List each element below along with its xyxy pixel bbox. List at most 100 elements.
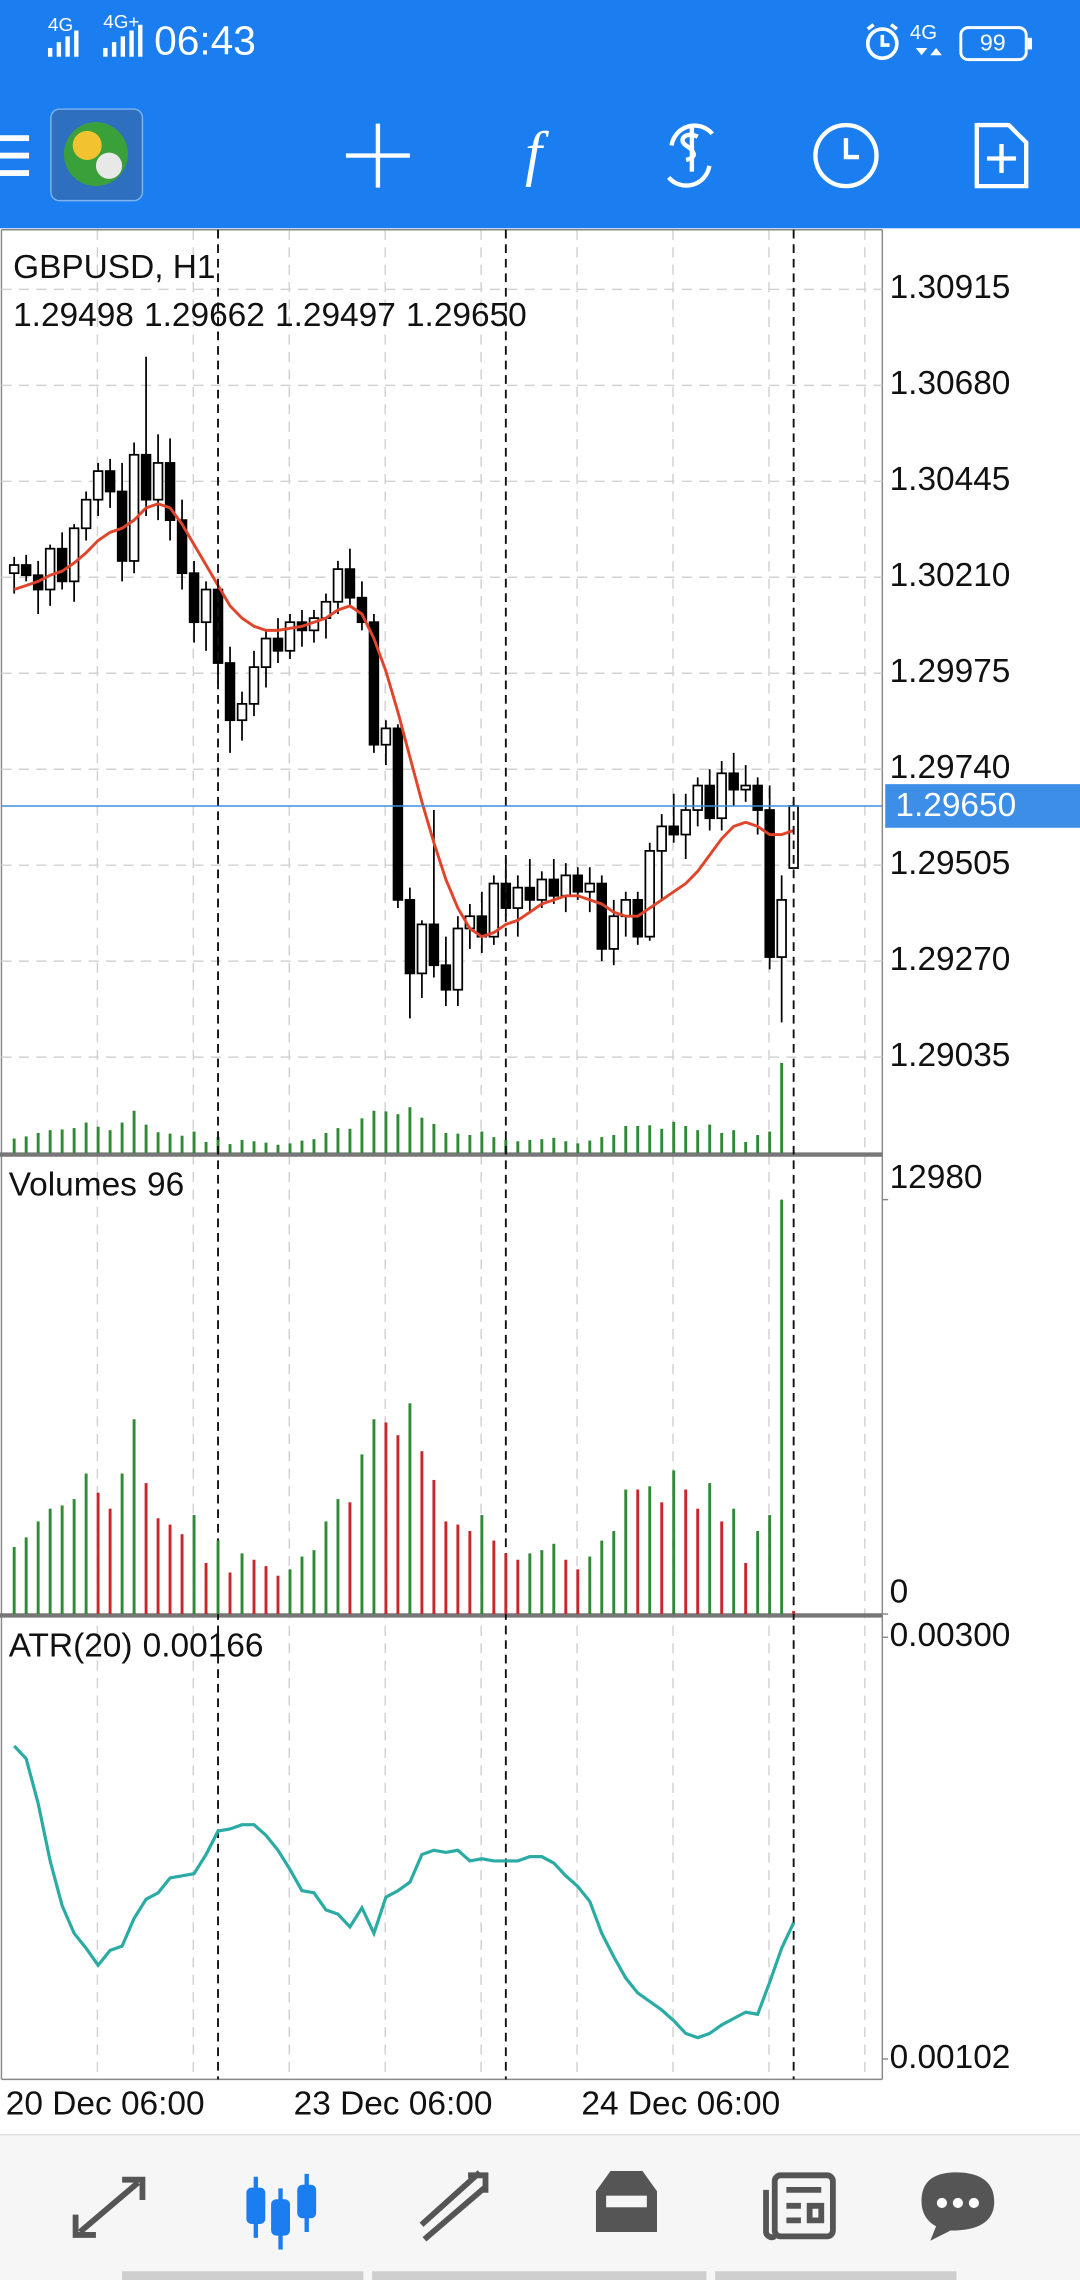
volume-bar: [540, 1550, 544, 1615]
trade-button[interactable]: [666, 123, 714, 188]
volume-overlay-bar: [156, 1132, 160, 1154]
signal-icon: [47, 30, 79, 57]
plot: 1.30915 1.30680 1.30445 1.30210 1.29975 1.297…: [1, 229, 1080, 2122]
volume-overlay-bar: [552, 1137, 556, 1154]
volume-bar: [708, 1483, 712, 1615]
trade-tab[interactable]: [419, 2170, 489, 2242]
y-tick-label: 0.00102: [890, 2039, 1011, 2076]
chat-tab[interactable]: [921, 2172, 995, 2241]
volume-bar: [648, 1486, 652, 1615]
candle-body: [440, 964, 452, 991]
volume-overlay-bar: [444, 1132, 448, 1154]
candle-body: [344, 568, 356, 599]
candle-body: [524, 886, 536, 901]
candle-body: [164, 462, 176, 521]
volume-overlay-bar: [480, 1131, 484, 1154]
candle-body: [716, 772, 727, 820]
candle-body: [680, 809, 691, 836]
volume-overlay-bar: [372, 1110, 376, 1154]
volume-overlay-bar: [48, 1130, 52, 1154]
candle-body: [128, 453, 140, 562]
volume-overlay-bar: [600, 1137, 604, 1154]
volume-overlay-bar: [624, 1125, 628, 1154]
volume-bar: [24, 1537, 28, 1615]
app-logo[interactable]: [50, 108, 144, 202]
network-type: 4G: [910, 22, 937, 44]
y-tick-label: 1.30445: [890, 461, 1011, 498]
volume-bar: [696, 1508, 700, 1615]
volume-overlay-bar: [300, 1140, 304, 1154]
timeframe-button[interactable]: [813, 122, 879, 189]
volume-bar: [360, 1454, 364, 1615]
volume-bar: [264, 1566, 268, 1615]
volume-bar: [228, 1572, 232, 1615]
y-tick-label: 1.29035: [890, 1037, 1011, 1074]
candle-body: [512, 886, 524, 909]
volume-bar: [588, 1556, 592, 1615]
volume-bar: [660, 1502, 664, 1615]
menu-button[interactable]: [0, 135, 30, 176]
candle-body: [452, 927, 464, 991]
candle-body: [368, 621, 380, 746]
volume-bar: [240, 1553, 244, 1615]
candle-body: [572, 874, 584, 893]
current-price-label: 1.29650: [895, 787, 1016, 824]
network-type: 4G: [48, 15, 73, 36]
volume-overlay-bar: [240, 1139, 244, 1154]
volume-bar: [120, 1473, 124, 1615]
candle-body: [416, 923, 428, 975]
network-type: 4G+: [103, 12, 139, 33]
candle-body: [224, 662, 236, 722]
clock: 06:43: [154, 17, 256, 63]
chart-frame: [0, 229, 884, 2081]
y-tick-label: 0.00300: [890, 1617, 1011, 1654]
y-tick-label: 1.29975: [890, 653, 1011, 690]
volume-overlay-bar: [72, 1128, 76, 1154]
volume-overlay-bar: [492, 1137, 496, 1154]
volume-overlay-bar: [432, 1123, 436, 1154]
volume-bar: [312, 1550, 316, 1615]
volume-bar: [732, 1508, 736, 1615]
candle-body: [20, 564, 32, 577]
news-tab[interactable]: [763, 2172, 836, 2241]
volume-bar: [600, 1540, 604, 1615]
history-tab[interactable]: [595, 2170, 658, 2233]
volume-overlay-bar: [720, 1132, 724, 1154]
candle-body: [500, 882, 512, 909]
volume-bar: [504, 1553, 508, 1615]
candle-body: [104, 470, 116, 493]
volume-overlay-bar: [384, 1111, 388, 1154]
volume-overlay-bar: [60, 1129, 64, 1154]
volume-overlay-bar: [288, 1143, 292, 1154]
candle-body: [548, 878, 560, 897]
candle-body: [380, 727, 392, 746]
current-price-tag: [885, 784, 1080, 828]
candle-body: [560, 874, 572, 897]
volume-bar: [636, 1489, 640, 1615]
volume-overlay-bar: [636, 1125, 640, 1154]
quotes-tab[interactable]: [72, 2176, 146, 2238]
volume-bar: [780, 1199, 784, 1615]
volume-bar: [72, 1499, 76, 1615]
crosshair-button[interactable]: [345, 123, 410, 188]
volume-overlay-bar: [12, 1138, 16, 1154]
volume-bar: [720, 1521, 724, 1615]
volume-overlay-bar: [396, 1114, 400, 1154]
candle-body: [92, 470, 104, 501]
high-price: 1.29662: [144, 297, 265, 334]
chart-tab[interactable]: [246, 2173, 317, 2250]
indicator-value: 0.00166: [143, 1627, 264, 1664]
open-price: 1.29498: [13, 297, 134, 334]
volume-bar: [480, 1515, 484, 1615]
volume-overlay-bar: [756, 1135, 760, 1154]
bottom-nav: [0, 2133, 1080, 2280]
candle-body: [728, 772, 739, 791]
candle-body: [236, 702, 248, 722]
volume-bar: [96, 1492, 100, 1615]
volume-bar: [672, 1470, 676, 1615]
volume-overlay-bar: [120, 1122, 124, 1154]
new-order-button[interactable]: [974, 122, 1029, 189]
volume-bar: [396, 1435, 400, 1615]
gesture-bar: [122, 2271, 957, 2280]
volume-overlay-bar: [672, 1121, 676, 1154]
